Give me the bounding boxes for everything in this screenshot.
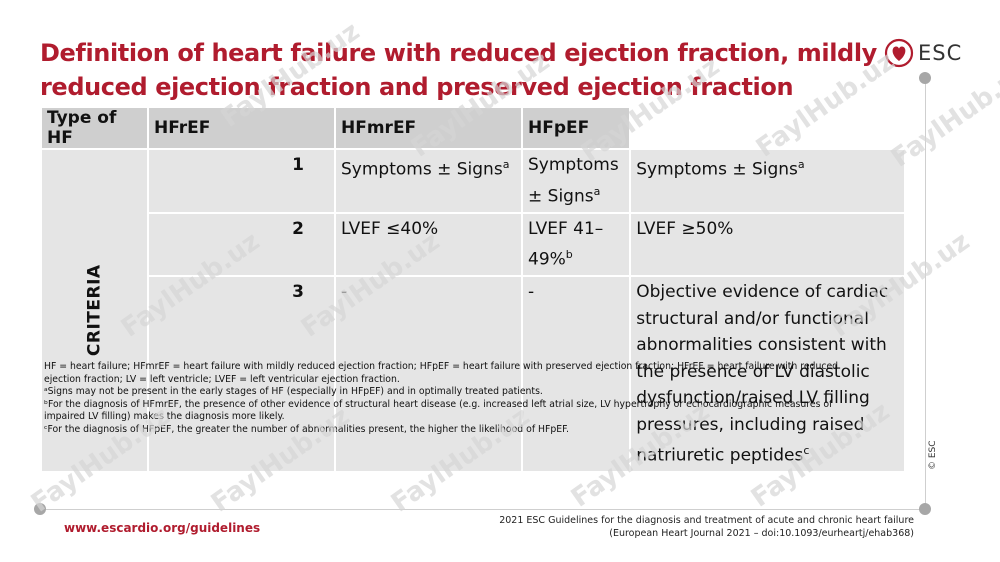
footnote-ref: a [502,158,510,171]
guidelines-link[interactable]: www.escardio.org/guidelines [64,521,261,535]
table-header-row: Type of HF HFrEF HFmrEF HFpEF [42,108,904,148]
cell-text: Symptoms ± Signs [528,155,619,207]
cell-text: Symptoms ± Signs [636,159,798,180]
table-cell: Objective evidence of cardiac structural… [631,277,904,472]
header-hfmref: HFmrEF [336,108,521,148]
footnote-ref: b [565,248,573,262]
table-cell: LVEF ≤40% [336,213,521,276]
table-cell: Symptoms ± Signsa [336,150,521,212]
footnote-a: ᵃSigns may not be present in the early s… [44,386,543,398]
cell-text: LVEF ≤40% [341,218,439,239]
table-cell: LVEF 41–49%b [523,213,630,276]
citation-line-1: 2021 ESC Guidelines for the diagnosis an… [499,515,914,526]
cell-text: - [528,282,535,303]
criteria-label: CRITERIA [84,264,105,357]
slide-title: Definition of heart failure with reduced… [40,39,877,101]
divider-dot-top [919,72,931,84]
table-cell: Symptoms ± Signsa [523,150,630,212]
divider-dot-left [34,503,46,515]
criterion-number: 1 [149,150,334,212]
heart-logo-icon [884,38,914,68]
footnote-ref: a [797,158,805,171]
hf-definition-table: Type of HF HFrEF HFmrEF HFpEF CRITERIA 1… [40,106,906,473]
table-cell: - [336,277,521,472]
table-row: 3 - - Objective evidence of cardiac stru… [42,277,904,472]
header-hfref: HFrEF [149,108,334,148]
logo-text: ESC [918,41,963,65]
table-cell: Symptoms ± Signsa [631,150,904,212]
footnote-ref: a [593,184,601,198]
criterion-number: 3 [149,277,334,472]
esc-logo: ESC [884,36,984,70]
criteria-label-cell: CRITERIA [42,150,147,472]
header-hfpef: HFpEF [523,108,630,148]
cell-text: LVEF 41–49% [528,218,604,270]
table-row: CRITERIA 1 Symptoms ± Signsa Symptoms ± … [42,150,904,472]
footnotes: HF = heart failure; HFmrEF = heart failu… [44,361,854,437]
table-cell: - [523,277,630,472]
divider-dot-right [919,503,931,515]
cell-text: LVEF ≥50% [636,218,734,239]
criterion-number: 2 [149,213,334,276]
footnote-b: ᵇFor the diagnosis of HFmrEF, the presen… [44,398,833,423]
footnote-c: ᶜFor the diagnosis of HFpEF, the greater… [44,423,569,435]
horizontal-divider [40,509,925,510]
footnote-abbreviations: HF = heart failure; HFmrEF = heart failu… [44,361,839,385]
table-row: 2 LVEF ≤40% LVEF 41–49%b LVEF ≥50% [42,213,904,276]
citation-line-2: (European Heart Journal 2021 – doi:10.10… [609,528,914,539]
citation: 2021 ESC Guidelines for the diagnosis an… [499,514,914,540]
table-cell: LVEF ≥50% [631,213,904,276]
footnote-ref: c [803,444,810,458]
header-type-of-hf: Type of HF [42,108,147,148]
vertical-divider [925,78,926,510]
cell-text: - [341,282,348,303]
cell-text: Objective evidence of cardiac structural… [636,282,889,466]
copyright: © ESC [928,440,938,470]
cell-text: Symptoms ± Signs [341,159,503,180]
